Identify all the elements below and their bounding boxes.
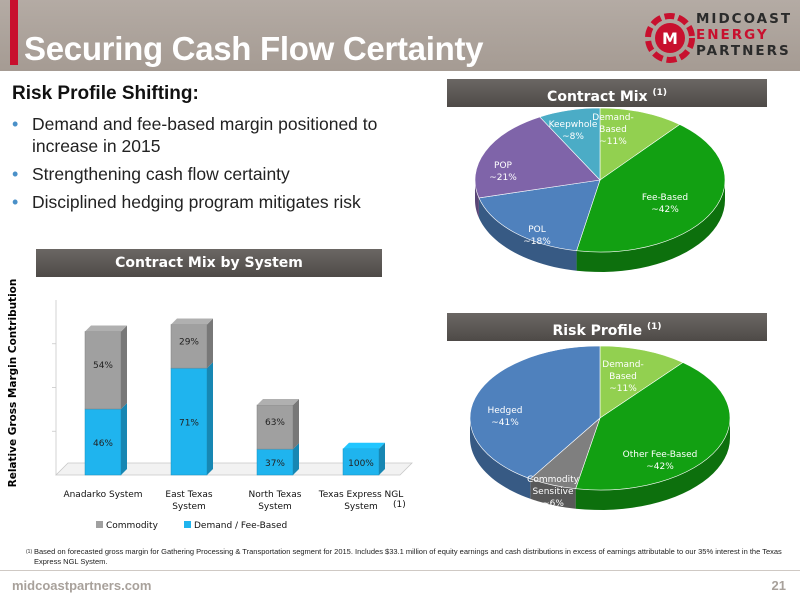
bar-label-demand-fee-based-texas-express-ngl-system: 100% [348,459,374,469]
bar-segment-demand-fee-based-texas-express-ngl-system [342,442,385,476]
bar-segment-commodity-north-texas-system [256,399,299,450]
x-tick-anadarko-system: Anadarko System [63,490,142,500]
pie-label-hedged: Hedged ~41% [488,406,523,428]
pie-slice-keepwhole [539,108,601,181]
x-tick-north-texas-system: North Texas System [249,490,302,512]
x-tick-east-texas-system: East Texas System [165,490,212,512]
risk-profile-pie: Demand-Based ~11% Other Fee-Based ~42% Commo… [469,345,731,510]
x-tick-footnote: (1) [393,500,406,510]
footnote: (1) Based on forecasted gross margin for… [26,547,782,566]
pie-slice-fee-based [576,124,726,253]
system-mix-bar-chart: 46% 54% Anadarko System 71% 29% East Texas Sys… [52,300,413,531]
contract-mix-banner: Contract Mix (1) [447,79,767,107]
pie-label-pol: POL ~18% [523,225,551,247]
pie-slice-other-fee-based [575,362,731,491]
bar-top-anadarko-system [85,325,127,332]
header-accent [10,0,18,65]
bar-top-texas-express-ngl-system [343,442,385,449]
risk-subhead: Risk Profile Shifting: [12,83,199,104]
legend-label-demand-fee-based: Demand / Fee-Based [194,521,287,531]
logo-mark-icon: M [645,13,695,63]
logo-wordmark: MIDCOAST ENERGY PARTNERS [696,11,793,59]
bar-top-east-texas-system [171,318,213,325]
bar-label-demand-fee-based-north-texas-system: 37% [265,459,285,469]
pie-slice-side-pol [478,197,577,271]
bar-label-commodity-anadarko-system: 54% [93,361,113,371]
bar-segment-demand-fee-based-north-texas-system [256,443,299,476]
bullet-icon: • [12,164,19,184]
bullet-item: • Disciplined hedging program mitigates r… [12,192,361,212]
svg-text:M: M [662,29,678,48]
risk-summary: Risk Profile Shifting: • Demand and fee-b… [12,83,432,219]
x-tick-texas-express-ngl-system: Texas Express NGL System [318,490,403,512]
pie-slice-pop [474,116,601,199]
bullet-item: • Strengthening cash flow certainty [12,164,290,184]
bar-segment-commodity-east-texas-system [170,318,213,369]
pie-label-commodity-sensitive: Commodity Sensitive ~6% [527,475,580,509]
bullet-item: • Demand and fee-based margin positioned … [12,114,378,156]
page-title: Securing Cash Flow Certainty [24,30,484,67]
system-mix-banner: Contract Mix by System [36,249,382,277]
pie-slice-side-commodity-sensitive [530,478,576,509]
page-number: 21 [771,578,786,593]
pie-label-demand-based: Demand-Based ~11% [602,360,643,394]
bar-segment-commodity-anadarko-system [84,325,127,410]
bar-label-commodity-north-texas-system: 63% [265,418,285,428]
pie-slice-demand-based [599,345,684,419]
legend-swatch-demand-fee-based [184,521,191,528]
pie-label-demand-based: Demand-Based ~11% [592,113,633,147]
footer-url[interactable]: midcoastpartners.com [12,578,152,593]
risk-profile-banner: Risk Profile (1) [447,313,767,341]
pie-slice-demand-based [599,108,681,181]
pie-slice-side-fee-based [576,180,725,272]
pie-slice-side-hedged [470,418,531,499]
bullet-icon: • [12,114,19,134]
y-axis-title: Relative Gross Margin Contribution [7,278,19,488]
bar-segment-demand-fee-based-anadarko-system [84,402,127,476]
pie-label-other-fee-based: Other Fee-Based ~42% [623,450,698,472]
footer-divider [0,570,800,571]
bar-label-demand-fee-based-anadarko-system: 46% [93,439,113,449]
pie-slice-side-other-fee-based [575,418,730,510]
bar-label-demand-fee-based-east-texas-system: 71% [179,419,199,429]
bullet-icon: • [12,192,19,212]
contract-mix-pie: Demand-Based ~11% Fee-Based ~42% POL ~18% POP ~… [474,108,726,272]
pie-label-fee-based: Fee-Based ~42% [642,193,688,215]
legend-label-commodity: Commodity [106,521,159,531]
bar-label-commodity-east-texas-system: 29% [179,337,199,347]
bar-top-north-texas-system [257,399,299,405]
company-logo: M MIDCOAST ENERGY PARTNERS [640,8,798,70]
pie-slice-pol [478,179,601,252]
pie-slice-hedged [469,345,601,480]
bar-segment-demand-fee-based-east-texas-system [170,362,213,476]
legend-swatch-commodity [96,521,103,528]
pie-label-pop: POP ~21% [489,161,517,183]
pie-label-keepwhole: Keepwhole ~8% [549,120,598,142]
